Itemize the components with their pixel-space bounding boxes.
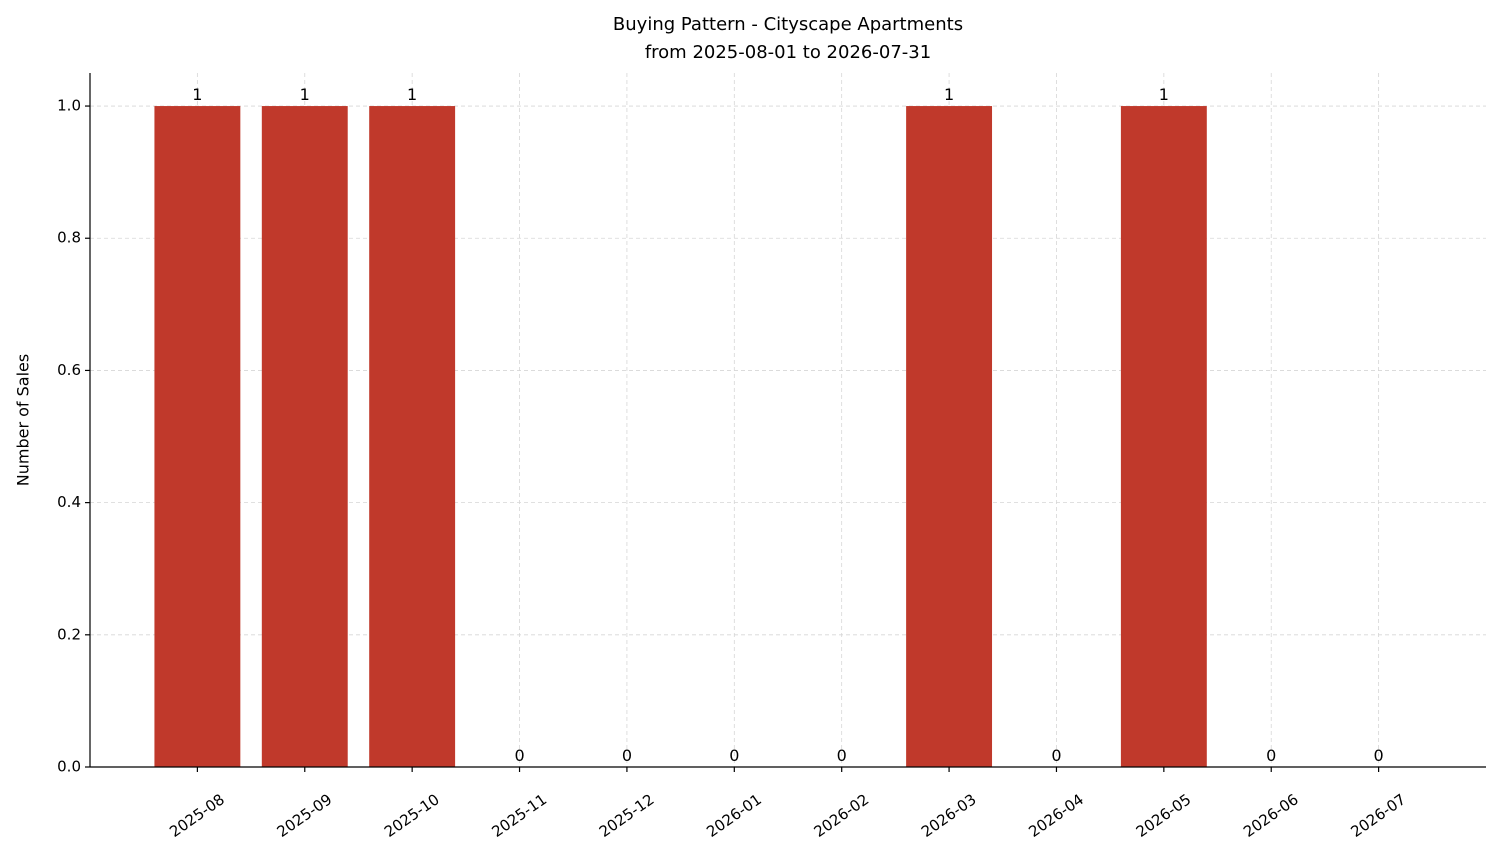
bar	[369, 106, 456, 768]
value-label: 1	[192, 85, 202, 104]
x-tick-label: 2026-04	[1025, 790, 1087, 841]
chart-title: Buying Pattern - Cityscape Apartments	[613, 14, 963, 35]
x-tick-label: 2025-08	[166, 790, 228, 841]
value-label: 0	[837, 746, 847, 765]
x-tick-label: 2025-09	[274, 790, 336, 841]
x-tick-label: 2026-07	[1347, 790, 1409, 841]
x-tick-label: 2026-02	[811, 790, 873, 841]
x-tick-label: 2025-11	[488, 790, 550, 841]
y-tick-label: 1.0	[57, 97, 81, 115]
value-label: 0	[514, 746, 524, 765]
value-label: 0	[622, 746, 632, 765]
x-tick-label: 2025-10	[381, 790, 443, 841]
value-label: 0	[1051, 746, 1061, 765]
value-label: 0	[729, 746, 739, 765]
value-label: 1	[300, 85, 310, 104]
value-label: 0	[1266, 746, 1276, 765]
value-label: 0	[1374, 746, 1384, 765]
y-tick-label: 0.0	[57, 758, 81, 776]
bar	[906, 106, 993, 768]
x-tick-label: 2026-05	[1133, 790, 1195, 841]
y-axis-label: Number of Sales	[14, 354, 33, 486]
y-tick-label: 0.2	[57, 625, 81, 643]
x-tick-label: 2026-03	[918, 790, 980, 841]
x-tick-label: 2026-06	[1240, 790, 1302, 841]
value-label: 1	[944, 85, 954, 104]
y-tick-label: 0.6	[57, 361, 81, 379]
y-tick-label: 0.4	[57, 493, 81, 511]
value-label: 1	[407, 85, 417, 104]
x-tick-label: 2025-12	[596, 790, 658, 841]
value-label: 1	[1159, 85, 1169, 104]
bar	[154, 106, 241, 768]
y-tick-label: 0.8	[57, 229, 81, 247]
bar	[1120, 106, 1207, 768]
chart-subtitle: from 2025-08-01 to 2026-07-31	[645, 42, 931, 63]
x-tick-label: 2026-01	[703, 790, 765, 841]
bar	[261, 106, 348, 768]
